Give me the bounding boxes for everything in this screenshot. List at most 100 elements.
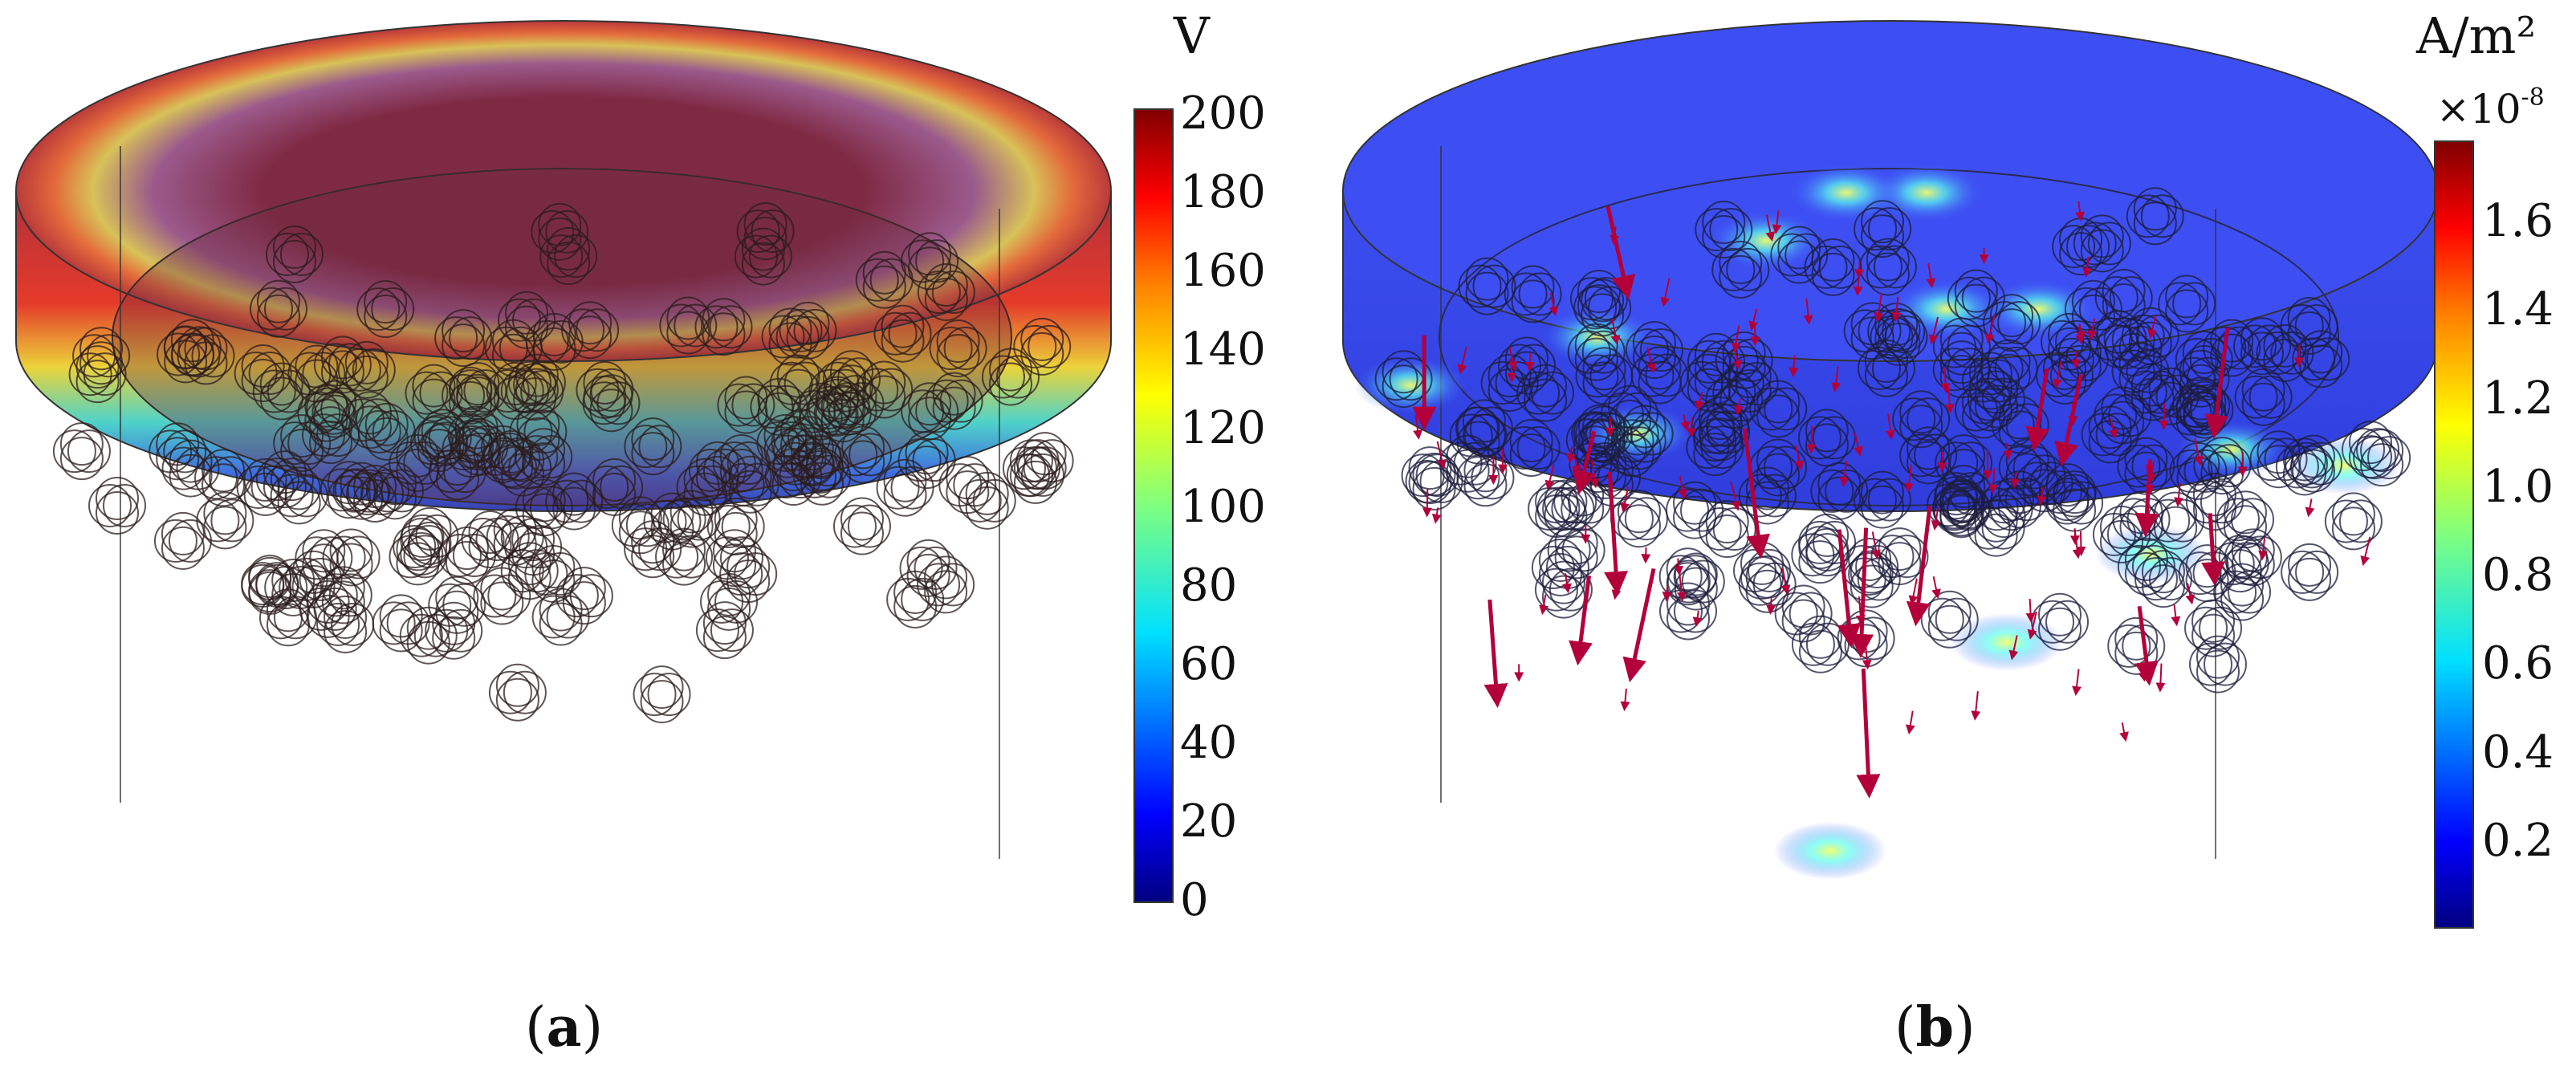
panel-b-unit: A/m² xyxy=(2416,6,2537,65)
current-arrow xyxy=(1662,585,1672,602)
panel-a-tick-label: 0 xyxy=(1180,874,1209,926)
panel-a-tick-label: 120 xyxy=(1180,402,1266,454)
particle-cluster xyxy=(1899,426,1958,485)
panel-a-tick-label: 200 xyxy=(1180,87,1266,140)
current-arrow xyxy=(1874,293,1884,323)
particle-cluster xyxy=(2126,187,2184,246)
current-arrow xyxy=(2075,201,2085,222)
panel-b-tick-label: 0.2 xyxy=(2482,815,2554,867)
particle-cluster xyxy=(1504,265,1562,323)
current-arrow xyxy=(1609,226,1620,246)
current-arrow xyxy=(2174,482,2183,507)
particle-cluster xyxy=(531,202,589,261)
current-arrow xyxy=(1572,457,1581,475)
particle-cluster xyxy=(515,478,573,537)
current-arrow xyxy=(1748,308,1759,332)
particle-cluster xyxy=(2213,563,2272,621)
particle-cluster xyxy=(1791,615,1850,673)
particle-cluster xyxy=(734,227,792,286)
current-arrow xyxy=(2059,443,2069,462)
current-arrow xyxy=(1855,596,1866,625)
particle-cluster xyxy=(1774,584,1833,643)
current-arrow xyxy=(2134,606,2159,686)
particle-cluster xyxy=(2185,473,2244,531)
panel-b-colorbar xyxy=(2434,140,2474,929)
current-arrow xyxy=(1610,318,1621,345)
particle-cluster xyxy=(2041,312,2099,371)
particle-cluster xyxy=(1804,238,1862,296)
particle-cluster xyxy=(2189,635,2248,694)
particle-cluster xyxy=(234,344,292,402)
particle-cluster xyxy=(316,595,375,653)
current-arrow xyxy=(1766,598,1776,616)
particle-cluster xyxy=(1932,478,1991,537)
particle-cluster xyxy=(1567,323,1626,381)
current-arrow xyxy=(1422,489,1432,518)
current-arrow xyxy=(2025,599,2036,623)
hotspot xyxy=(1774,822,1886,880)
panel-b-tick-label: 0.4 xyxy=(2482,726,2554,779)
current-arrow xyxy=(1926,263,1936,289)
current-arrow xyxy=(1692,610,1703,628)
current-arrow xyxy=(2076,323,2086,341)
panel-b-tick-label: 1.2 xyxy=(2482,372,2554,425)
panel-a-cylinder xyxy=(15,20,1112,859)
current-arrow xyxy=(1931,576,1941,600)
particle-cluster xyxy=(88,476,147,535)
current-arrow xyxy=(1620,486,1630,513)
particle-cluster xyxy=(899,539,958,597)
current-arrow xyxy=(2108,417,2118,439)
particle-cluster xyxy=(1658,547,1717,606)
particle-cluster xyxy=(2281,543,2339,601)
current-arrow xyxy=(2119,722,2129,742)
particle-cluster xyxy=(1967,498,2025,557)
current-arrow xyxy=(1436,441,1447,470)
current-arrow xyxy=(1676,571,1687,602)
particle-cluster xyxy=(515,428,573,486)
current-arrow xyxy=(2147,315,2157,340)
particle-cluster xyxy=(1720,355,1779,413)
current-arrow xyxy=(1928,316,1939,345)
particle-cluster xyxy=(270,466,328,525)
current-arrow xyxy=(2008,635,2019,661)
particle-cluster xyxy=(2203,319,2261,377)
panel-b-tick-label: 0.6 xyxy=(2482,637,2554,690)
current-arrow xyxy=(1806,425,1817,454)
particle-cluster xyxy=(769,354,828,413)
panel-b-cylinder xyxy=(1342,20,2439,880)
current-arrow xyxy=(2294,344,2305,368)
hotspot xyxy=(1790,164,1902,222)
particle-cluster xyxy=(1797,409,1856,467)
current-arrow xyxy=(1680,413,1691,432)
particle-cluster xyxy=(393,517,451,576)
current-arrow xyxy=(2138,665,2148,682)
panel-b-tick-label: 0.8 xyxy=(2482,549,2554,602)
current-arrow xyxy=(1931,507,1941,531)
particle-cluster xyxy=(1853,470,1911,529)
particle-cluster xyxy=(855,250,914,309)
current-arrow xyxy=(2003,442,2013,461)
current-arrow xyxy=(2194,437,2204,466)
current-arrow xyxy=(1871,531,1881,560)
current-arrow xyxy=(2010,472,2021,489)
particle-cluster xyxy=(832,497,891,555)
particle-cluster xyxy=(873,304,932,363)
particle-cluster xyxy=(1870,307,1928,366)
particle-cluster xyxy=(982,348,1040,406)
current-arrow xyxy=(1646,347,1657,373)
particle-cluster xyxy=(1983,294,2041,352)
particle-cluster xyxy=(2324,492,2383,551)
particle-cluster xyxy=(2134,550,2192,608)
particle-cluster xyxy=(429,442,487,501)
particle-cluster xyxy=(1575,347,1634,405)
current-arrow xyxy=(1731,325,1741,353)
particle-cluster xyxy=(1013,317,1072,376)
particle-cluster xyxy=(531,588,590,646)
particle-cluster xyxy=(319,461,378,519)
current-arrow xyxy=(2171,604,2181,627)
panel-a-tick-label: 80 xyxy=(1180,559,1238,612)
current-arrow xyxy=(1687,417,1697,438)
current-arrow xyxy=(1525,352,1536,372)
particle-cluster xyxy=(700,572,759,631)
